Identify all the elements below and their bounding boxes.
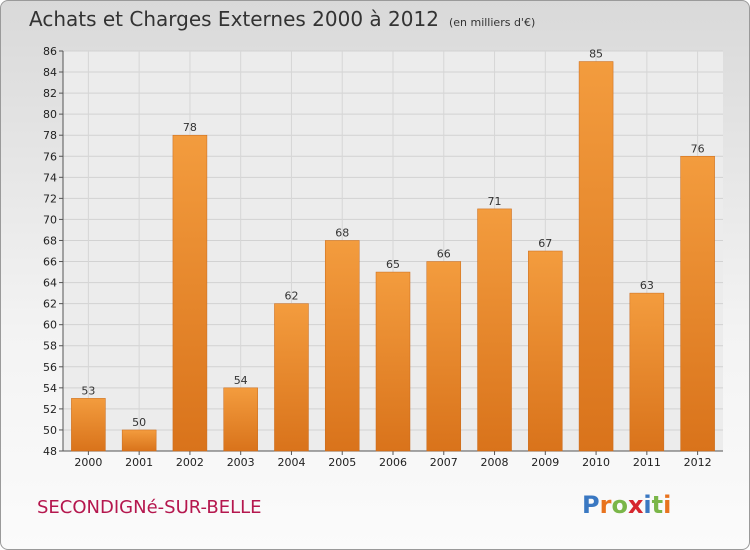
bar [477,208,512,452]
y-tick-label: 64 [43,277,57,290]
y-tick-label: 76 [43,150,57,163]
bar [629,292,665,452]
bar [121,429,157,452]
proxiti-logo: Proxiti [582,491,671,519]
x-tick-label: 2002 [176,456,204,469]
x-tick-label: 2001 [125,456,153,469]
bar-value-label: 63 [640,279,654,292]
y-tick-label: 62 [43,298,57,311]
bar-value-label: 76 [691,142,705,155]
y-tick-label: 82 [43,87,57,100]
logo-letter: o [611,491,628,519]
bars [71,61,715,452]
bar [324,240,360,452]
chart-unit: (en milliers d'€) [448,16,536,29]
y-tick-label: 50 [43,424,57,437]
bar-value-label: 65 [386,258,400,271]
bar [71,398,106,452]
x-tick-label: 2012 [684,456,712,469]
y-tick-label: 56 [43,361,57,374]
bar-value-label: 54 [234,374,248,387]
y-tick-label: 54 [43,382,57,395]
y-tick-label: 70 [43,213,57,226]
logo-letter: i [663,491,672,519]
bar [680,156,715,452]
y-tick-label: 72 [43,192,57,205]
y-tick-label: 66 [43,256,57,269]
logo-letter: i [643,491,652,519]
chart-title: Achats et Charges Externes 2000 à 2012 (e… [29,7,536,31]
commune-name: SECONDIGNé-SUR-BELLE [37,497,262,518]
x-tick-label: 2011 [633,456,661,469]
x-tick-label: 2009 [531,456,559,469]
bar-value-label: 71 [488,195,502,208]
bar [172,134,208,452]
logo-letter: x [627,491,644,519]
bar-value-label: 67 [538,237,552,250]
bar [426,261,462,452]
bar [274,303,309,452]
bar [578,61,614,452]
logo-letter: r [599,491,612,519]
bar-value-label: 62 [284,290,298,303]
bar [528,250,563,452]
y-tick-label: 84 [43,66,57,79]
bar-value-label: 50 [132,416,146,429]
x-tick-label: 2008 [481,456,509,469]
logo-letter: t [651,491,664,519]
y-tick-label: 58 [43,340,57,353]
bar-value-label: 78 [183,121,197,134]
bar [223,387,258,452]
bar-value-label: 66 [437,248,451,261]
logo-letter: P [582,491,600,519]
y-tick-label: 78 [43,129,57,142]
x-tick-label: 2006 [379,456,407,469]
y-tick-label: 48 [43,445,57,458]
y-tick-label: 68 [43,234,57,247]
y-tick-label: 74 [43,171,57,184]
bar-value-label: 85 [589,48,603,61]
y-tick-label: 52 [43,403,57,416]
bar [375,271,411,452]
bar-value-label: 53 [81,384,95,397]
x-tick-label: 2010 [582,456,610,469]
x-tick-label: 2005 [328,456,356,469]
y-tick-label: 60 [43,319,57,332]
y-tick-label: 86 [43,45,57,58]
y-tick-label: 80 [43,108,57,121]
x-tick-label: 2007 [430,456,458,469]
labels: 48 50 52 54 56 58 60 62 64 66 68 70 72 74 76 78 80 82 84 86… [43,45,712,469]
bar-value-label: 68 [335,226,349,239]
x-tick-label: 2003 [227,456,255,469]
x-tick-label: 2004 [277,456,305,469]
x-tick-label: 2000 [74,456,102,469]
